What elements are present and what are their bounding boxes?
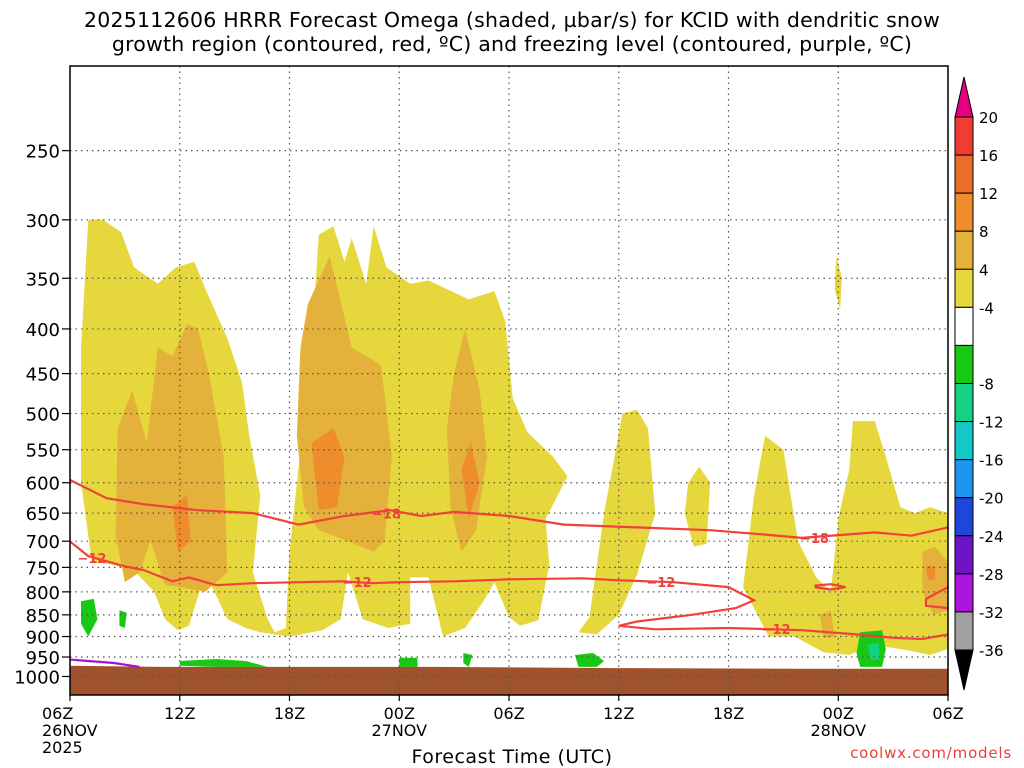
dgz-label-3: −12 (343, 576, 372, 591)
colorbar-bin-13 (954, 611, 974, 651)
terrain-ground (70, 665, 948, 695)
colorbar-bin-6 (954, 344, 974, 384)
y-tick-label-350: 350 (26, 269, 60, 290)
omega-region--8 (867, 642, 881, 661)
chart-title-line-2: growth region (contoured, red, ºC) and f… (111, 32, 913, 56)
omega-region--4 (179, 659, 268, 667)
x-date-label-18: 27NOV (371, 721, 427, 740)
colorbar-label-6: -8 (979, 376, 994, 394)
colorbar-bin-8 (954, 421, 974, 461)
colorbar-label-7: -12 (979, 414, 1004, 432)
y-tick-label-500: 500 (26, 405, 60, 426)
colorbar-label-13: -36 (979, 642, 1004, 660)
dgz-contour--12-1 (70, 540, 948, 641)
colorbar-label-5: -4 (979, 299, 994, 317)
x-tick-label-18: 00Z (384, 704, 415, 723)
colorbar-label-8: -16 (979, 452, 1004, 470)
colorbar-label-12: -32 (979, 604, 1004, 622)
freezing-level-contour-0 (70, 658, 140, 668)
x-tick-label-24: 06Z (493, 704, 524, 723)
dgz-contour--18-0 (70, 478, 948, 540)
dgz-contour-loop-3 (814, 583, 846, 591)
omega-region--4 (463, 653, 473, 667)
dgz-label-4: −12 (646, 576, 675, 591)
grid-layer (70, 66, 948, 695)
x-tick-label-48: 06Z (932, 704, 963, 723)
omega-region--4 (399, 657, 418, 667)
omega-region-12 (461, 442, 480, 519)
x-tick-label-36: 18Z (713, 704, 744, 723)
dgz-label-1: −18 (800, 532, 829, 547)
colorbar-label-0: 20 (979, 109, 998, 127)
colorbar-label-9: -20 (979, 490, 1004, 508)
omega-region--4 (574, 653, 605, 667)
y-tick-label-1000: 1000 (14, 667, 60, 688)
contour-lines: −18 −18 −12 −12 −12 −12 (70, 478, 948, 668)
y-tick-label-550: 550 (26, 441, 60, 462)
colorbar-label-2: 12 (979, 185, 998, 203)
colorbar-label-1: 16 (979, 147, 998, 165)
y-tick-label-450: 450 (26, 365, 60, 386)
omega-region-4 (578, 409, 656, 635)
colorbar-bin-11 (954, 535, 974, 575)
x-tick-label-12: 18Z (274, 704, 305, 723)
colorbar-bin-0 (954, 116, 974, 156)
dgz-label-5: −12 (762, 623, 791, 638)
dgz-label-0: −18 (372, 508, 401, 523)
colorbar-label-3: 8 (979, 223, 989, 241)
omega-region-8 (115, 324, 228, 592)
y-tick-label-750: 750 (26, 558, 60, 579)
omega-region-4 (684, 466, 711, 547)
axes-layer: 2503003504004505005506006507007508008509… (14, 65, 964, 757)
y-tick-label-900: 900 (26, 628, 60, 649)
y-tick-label-850: 850 (26, 606, 60, 627)
colorbar-label-11: -28 (979, 566, 1004, 584)
chart-title-line-1: 2025112606 HRRR Forecast Omega (shaded, … (84, 8, 940, 32)
y-tick-label-650: 650 (26, 504, 60, 525)
x-date-label-42: 28NOV (810, 721, 866, 740)
omega-region--4 (119, 610, 127, 628)
omega-shading-layer (81, 219, 948, 667)
y-tick-label-950: 950 (26, 648, 60, 669)
omega-region-4 (743, 421, 948, 655)
colorbar-bin-1 (954, 154, 974, 194)
colorbar-label-10: -24 (979, 528, 1004, 546)
colorbar-bin-2 (954, 192, 974, 232)
omega-region-12 (926, 566, 936, 580)
omega-region--4 (81, 598, 98, 637)
y-tick-label-300: 300 (26, 211, 60, 232)
colorbar: 20 16 12 8 4 -4 -8 -12 -16 -20 -24 -28 -32 -36 (954, 76, 1004, 691)
contour-layer: −18 −18 −12 −12 −12 −12 (70, 478, 948, 668)
colorbar-bin-7 (954, 383, 974, 423)
colorbar-top-extend (954, 76, 974, 118)
credit-link[interactable]: coolwx.com/models (850, 744, 1012, 762)
y-tick-label-700: 700 (26, 532, 60, 553)
x-tick-label-6: 12Z (164, 704, 195, 723)
dgz-contour--12-2 (924, 586, 948, 610)
omega-region-4 (834, 256, 842, 310)
x-tick-label-0: 06Z (42, 704, 73, 723)
colorbar-bin-3 (954, 230, 974, 270)
terrain-layer (70, 665, 948, 695)
colorbar-bottom-extend (954, 649, 974, 691)
colorbar-bin-10 (954, 497, 974, 537)
colorbar-bin-5 (954, 306, 974, 346)
colorbar-bin-9 (954, 459, 974, 499)
x-tick-label-42: 00Z (823, 704, 854, 723)
x-axis-title: Forecast Time (UTC) (411, 746, 613, 768)
x-date-label-0: 26NOV (42, 721, 98, 740)
y-tick-label-250: 250 (26, 142, 60, 163)
y-tick-label-600: 600 (26, 474, 60, 495)
omega-region-8 (446, 328, 488, 552)
dgz-label-2: −12 (77, 552, 106, 567)
x-year-label-0: 2025 (42, 738, 83, 757)
colorbar-label-4: 4 (979, 261, 989, 279)
colorbar-bin-4 (954, 268, 974, 308)
x-tick-label-30: 12Z (603, 704, 634, 723)
y-tick-label-400: 400 (26, 320, 60, 341)
omega-region-12 (311, 428, 345, 511)
y-tick-label-800: 800 (26, 583, 60, 604)
colorbar-bin-12 (954, 573, 974, 613)
